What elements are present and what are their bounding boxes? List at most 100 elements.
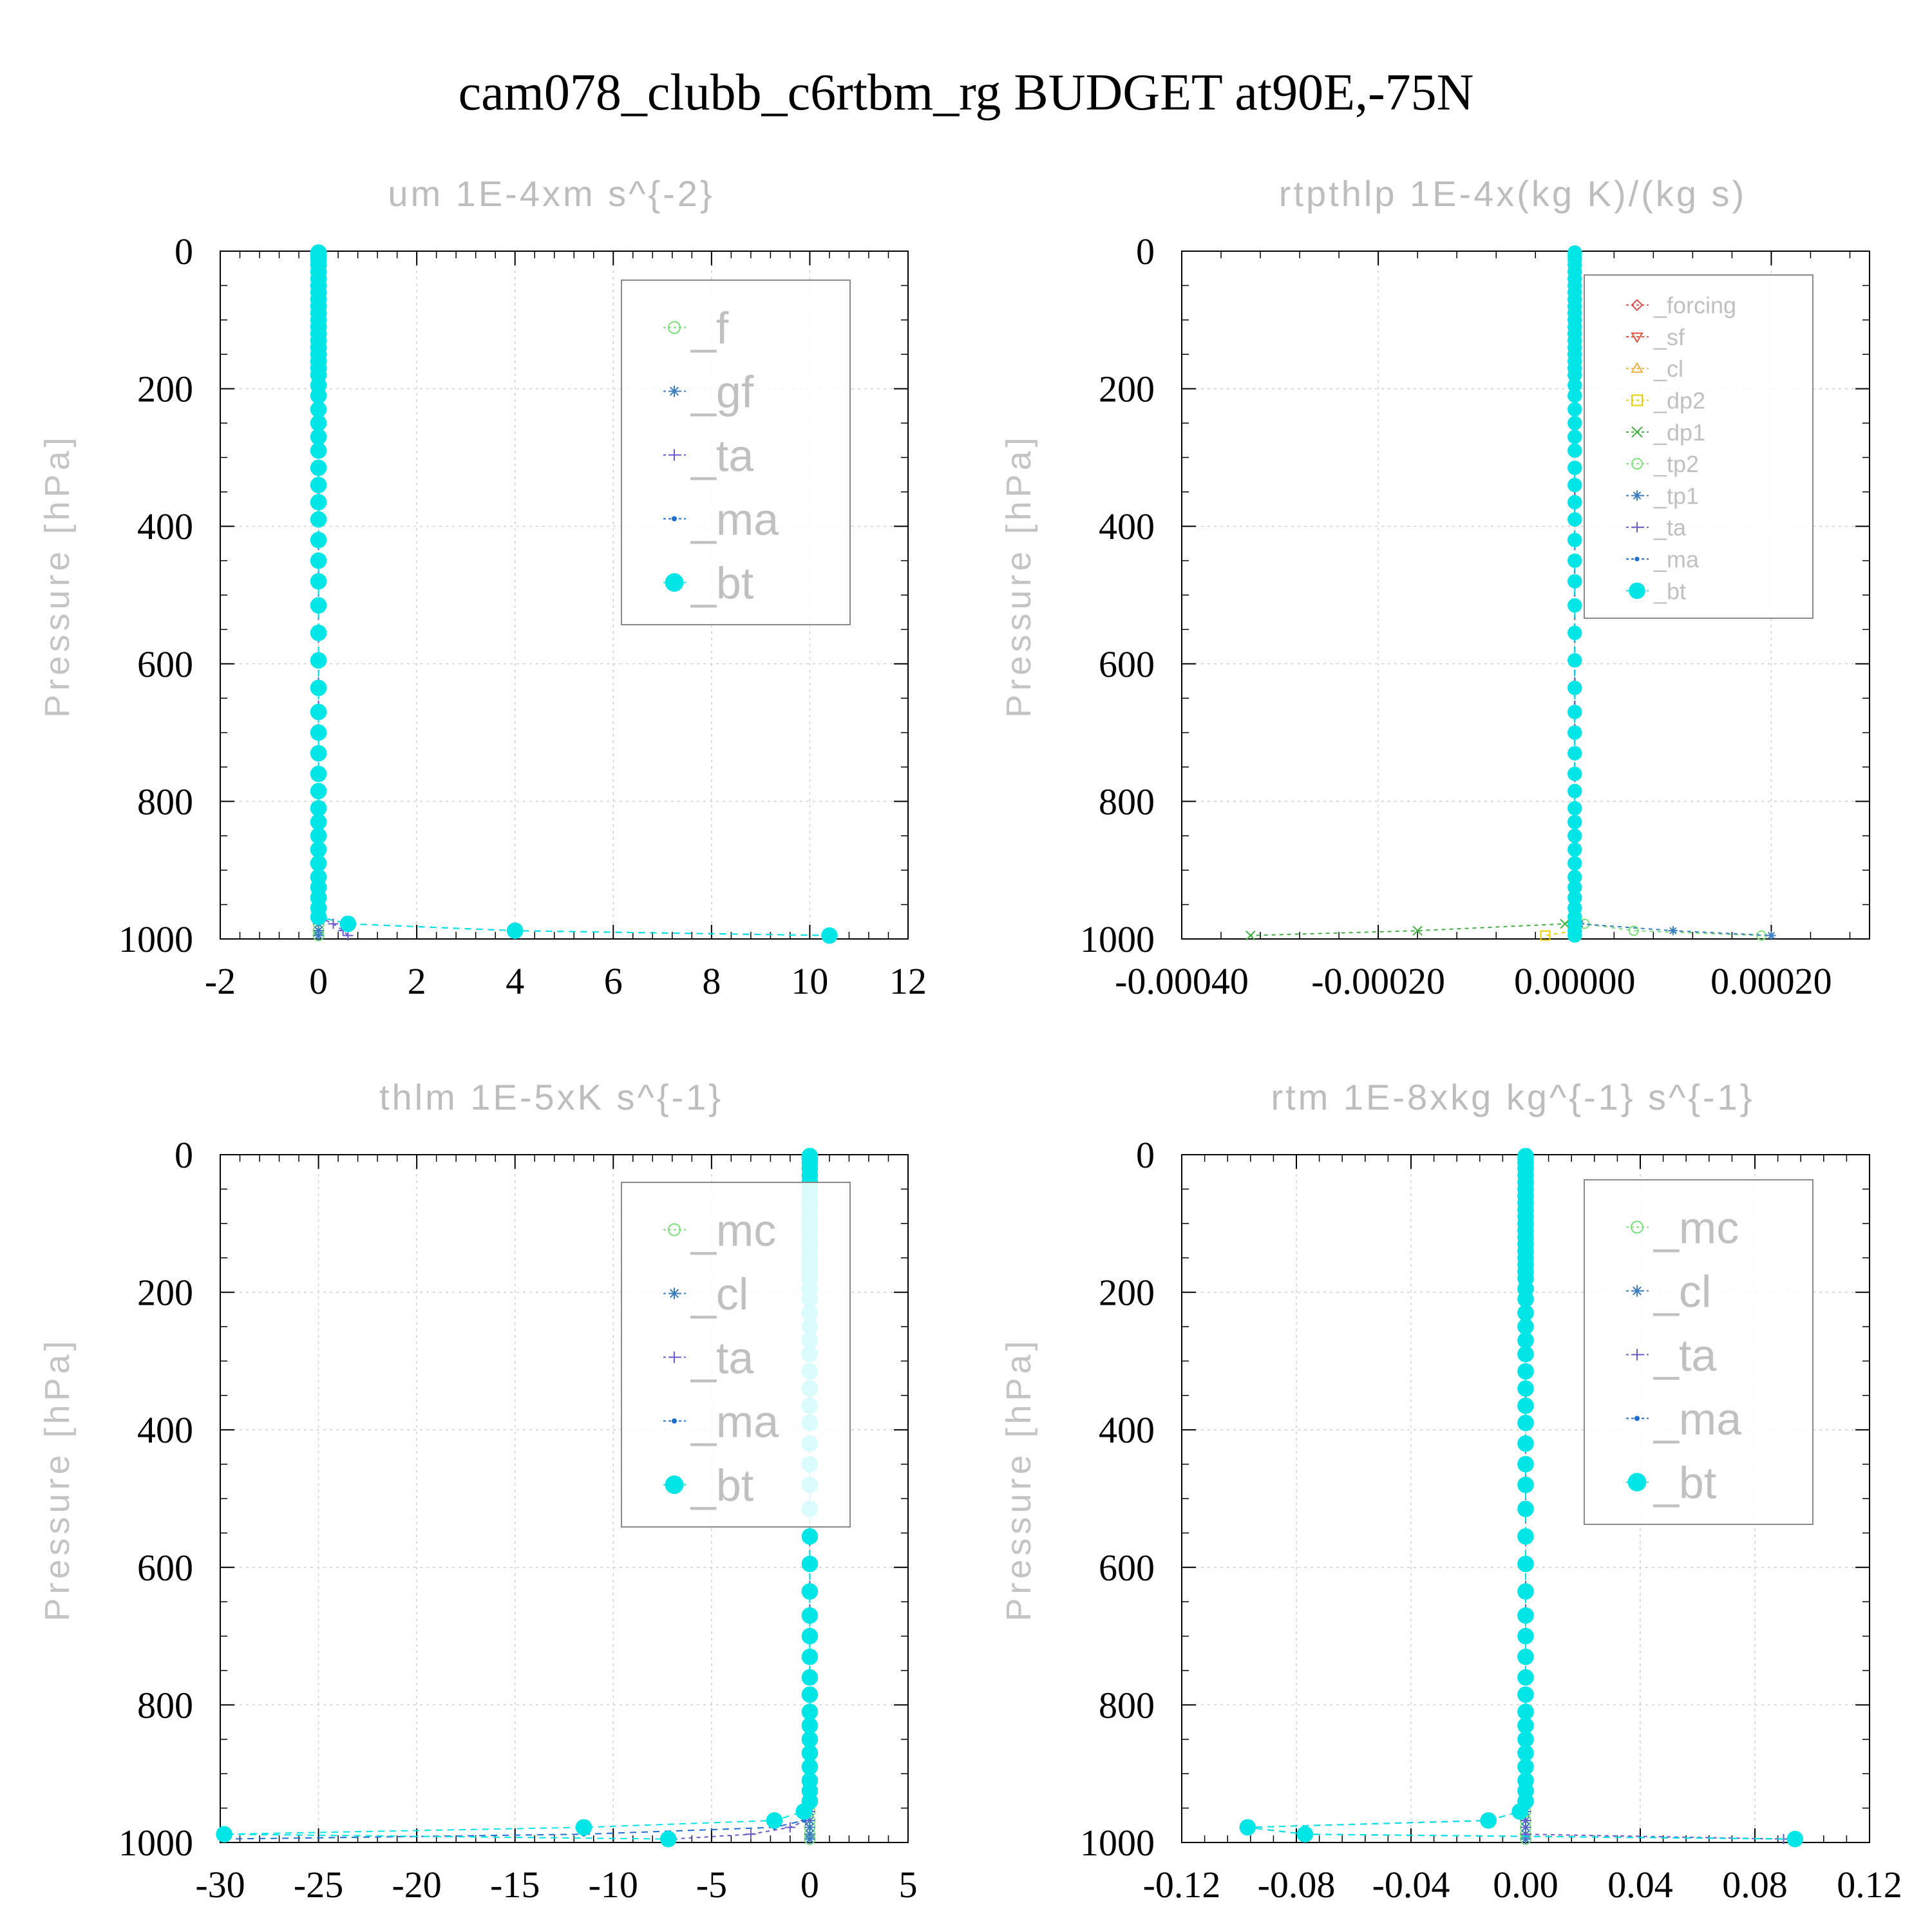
data-point: [1567, 378, 1582, 393]
y-tick-label: 600: [1099, 1547, 1155, 1589]
legend-marker: [1627, 1473, 1647, 1492]
legend-label: _mc: [1653, 1203, 1739, 1253]
legend-marker: [1631, 394, 1643, 406]
y-tick-label: 400: [137, 506, 193, 547]
data-point: [1567, 725, 1582, 740]
legend-label: _ma: [1653, 546, 1700, 573]
y-tick-label: 0: [175, 1134, 193, 1176]
x-tick-label: 0: [800, 1864, 819, 1906]
panel-title: rtm 1E-8xkg kg^{-1} s^{-1}: [1271, 1077, 1754, 1117]
data-point: [1412, 925, 1423, 936]
series-line: [1250, 252, 1576, 936]
data-point: [310, 573, 327, 590]
x-tick-label: -10: [589, 1864, 638, 1906]
data-point: [1517, 1397, 1534, 1414]
legend-label: _gf: [690, 367, 754, 417]
legend-label: _f: [690, 303, 729, 354]
legend-label: _bt: [690, 558, 753, 609]
x-tick-label: 10: [791, 960, 828, 1002]
legend: _forcing _sf _cl _dp2 _dp1 _tp2 _tp1 _ta _ma _bt: [1584, 274, 1814, 619]
data-point: [1540, 930, 1551, 941]
data-point: [1628, 925, 1639, 936]
data-point: [801, 1758, 819, 1776]
series: [310, 244, 838, 944]
data-point: [1517, 1686, 1534, 1703]
legend-box: [1584, 1179, 1814, 1525]
series: [1567, 245, 1582, 943]
data-point: [801, 1745, 819, 1761]
x-tick-label: -0.04: [1372, 1864, 1450, 1906]
data-point: [310, 813, 327, 831]
data-point: [1567, 533, 1582, 547]
data-point: [766, 1812, 783, 1829]
data-point: [216, 1826, 232, 1842]
data-point: [1567, 574, 1582, 589]
x-tick-label: 12: [889, 960, 927, 1002]
x-tick-label: 0.08: [1722, 1864, 1788, 1906]
data-point: [310, 387, 327, 404]
x-tick-label: -0.00020: [1311, 960, 1445, 1002]
data-point: [1567, 890, 1582, 905]
data-point: [1517, 1648, 1534, 1665]
data-point: [1786, 1830, 1804, 1848]
data-point: [310, 459, 327, 477]
legend-label: _ma: [690, 1397, 779, 1447]
legend-label: _ma: [690, 495, 779, 545]
legend-label: _bt: [690, 1461, 753, 1511]
legend-label: _ta: [1653, 1331, 1716, 1381]
data-point: [1567, 869, 1582, 885]
legend-marker: [668, 1287, 680, 1300]
legend-marker: [1634, 556, 1640, 562]
data-point: [801, 1555, 819, 1573]
legend-marker: [1631, 362, 1643, 373]
y-tick-label: 0: [175, 231, 193, 272]
y-tick-label: 1000: [1080, 918, 1155, 960]
data-point: [343, 930, 354, 941]
data-point: [1567, 746, 1582, 761]
data-point: [1567, 828, 1582, 844]
legend-label: _cl: [690, 1269, 748, 1320]
legend-marker: [668, 1351, 680, 1363]
y-tick-label: 400: [137, 1409, 193, 1451]
x-tick-label: -25: [294, 1864, 343, 1906]
data-point: [1517, 1455, 1534, 1473]
data-point: [1517, 1501, 1534, 1517]
data-point: [310, 477, 327, 493]
data-point: [1517, 1318, 1534, 1335]
data-point: [801, 1583, 819, 1600]
legend-label: _cl: [1653, 1267, 1711, 1317]
chart-panel: 0 200 400 600 800 1000-0.12 -0.08 -0.04 0.00 0.04…: [999, 1077, 1902, 1906]
x-tick-label: -0.00040: [1115, 960, 1249, 1002]
legend-marker: [665, 573, 684, 592]
data-point: [1517, 1669, 1534, 1686]
data-point: [1567, 495, 1582, 510]
data-point: [310, 765, 327, 782]
x-tick-label: -30: [195, 1864, 245, 1906]
panel-title: rtpthlp 1E-4x(kg K)/(kg s): [1279, 173, 1747, 214]
data-point: [1668, 926, 1678, 936]
legend-label: _ta: [690, 431, 753, 481]
panel-title: um 1E-4xm s^{-2}: [388, 173, 714, 214]
data-point: [310, 828, 327, 844]
data-point: [1511, 1803, 1528, 1820]
data-point: [1567, 800, 1582, 816]
legend: _mc _cl _ta _ma _bt: [621, 1182, 851, 1528]
data-point: [1567, 653, 1582, 668]
x-tick-label: -15: [490, 1864, 540, 1906]
data-point: [1766, 931, 1776, 940]
x-tick-label: -0.12: [1143, 1864, 1221, 1906]
y-tick-label: 1000: [1080, 1822, 1155, 1864]
data-point: [1567, 388, 1582, 403]
legend-box: [621, 1182, 851, 1528]
data-point: [1567, 460, 1582, 475]
data-point: [1517, 1345, 1534, 1363]
data-point: [310, 841, 327, 858]
data-point: [310, 855, 327, 872]
x-tick-label: 0.00000: [1514, 960, 1636, 1002]
data-point: [310, 800, 327, 817]
data-point: [1517, 1703, 1534, 1720]
data-point: [1517, 1304, 1534, 1321]
legend-marker: [665, 1475, 684, 1494]
x-tick-label: 8: [702, 960, 721, 1002]
